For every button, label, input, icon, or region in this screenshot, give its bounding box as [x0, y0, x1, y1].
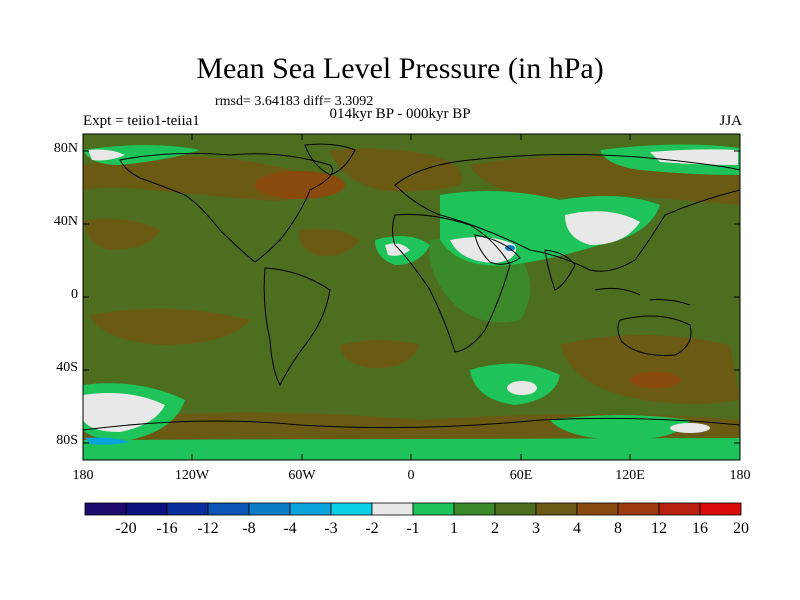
- colorbar-swatch-7: [371, 502, 414, 516]
- lon-tick-180w: 180: [72, 468, 94, 483]
- colorbar-swatch-11: [535, 502, 578, 516]
- lon-tick-180e: 180: [729, 468, 751, 483]
- colorbar-swatch-3: [207, 502, 250, 516]
- lon-tick-60e: 60E: [509, 468, 533, 483]
- lon-tick-0: 0: [407, 468, 415, 483]
- region-brown-indian-ocean: [560, 335, 740, 404]
- coastline-eurasia: [394, 153, 740, 272]
- experiment-label: Expt = teiio1-teiia1: [83, 113, 200, 129]
- coastline-arabia: [474, 234, 521, 265]
- colorbar-label-10: 3: [532, 520, 540, 537]
- map-title: Mean Sea Level Pressure (in hPa): [196, 52, 604, 85]
- colorbar-swatch-12: [576, 502, 619, 516]
- colorbar-label-14: 16: [692, 520, 708, 537]
- region-brown-south-atlantic: [340, 340, 420, 369]
- region-brown-tropical-atlantic: [299, 228, 360, 256]
- region-brown-south-pacific: [90, 308, 250, 345]
- colorbar-swatch-0: [84, 502, 127, 516]
- region-green-ross-sea: [550, 415, 690, 440]
- colorbar-swatch-1: [125, 502, 168, 516]
- colorbar-swatch-14: [658, 502, 701, 516]
- colorbar-label-11: 4: [573, 520, 581, 537]
- colorbar-swatch-4: [248, 502, 291, 516]
- colorbar-label-7: -1: [406, 520, 420, 537]
- colorbar-swatch-13: [617, 502, 660, 516]
- colorbar-swatch-15: [699, 502, 742, 516]
- coastlines: [83, 143, 740, 431]
- region-white-greenland: [88, 149, 125, 161]
- region-white-siberia: [650, 149, 738, 165]
- coastline-greenland: [304, 143, 356, 176]
- season-label: JJA: [719, 113, 742, 129]
- lat-tick-40n: 40N: [53, 214, 78, 229]
- lat-tick-80n: 80N: [53, 141, 78, 156]
- colorbar-label-1: -16: [156, 520, 178, 537]
- colorbar-label-4: -4: [283, 520, 297, 537]
- colorbar-label-5: -3: [324, 520, 338, 537]
- colorbar: [84, 502, 742, 516]
- coastline-india: [544, 249, 576, 291]
- region-blue-antarctic-west: [85, 437, 130, 445]
- region-white-middle-east: [450, 236, 516, 263]
- colorbar-label-8: 1: [450, 520, 458, 537]
- region-white-antarctic-east: [670, 423, 710, 433]
- coastline-australia: [617, 315, 692, 356]
- colorbar-label-3: -8: [242, 520, 256, 537]
- colorbar-swatch-9: [453, 502, 496, 516]
- colorbar-label-15: 20: [733, 520, 749, 537]
- colorbar-swatch-8: [412, 502, 455, 516]
- region-white-south-pacific: [83, 392, 165, 432]
- lon-tick-60w: 60W: [288, 468, 316, 483]
- period-label: 014kyr BP - 000kyr BP: [329, 106, 471, 122]
- region-white-central-asia: [565, 211, 640, 245]
- region-red-indian-ocean: [630, 372, 680, 388]
- region-green-antarctic: [83, 438, 740, 460]
- coastline-north-america: [119, 152, 333, 263]
- colorbar-label-2: -12: [197, 520, 219, 537]
- stats-text: rmsd= 3.64183 diff= 3.3092: [215, 94, 374, 109]
- pressure-field: [83, 134, 740, 460]
- coastline-africa: [392, 213, 511, 353]
- coastline-south-america: [263, 267, 331, 387]
- region-green-arctic: [83, 145, 200, 165]
- colorbar-swatch-5: [289, 502, 332, 516]
- lat-tick-80s: 80S: [56, 433, 78, 448]
- colorbar-swatch-2: [166, 502, 209, 516]
- tick-marks: [83, 134, 740, 460]
- colorbar-swatch-10: [494, 502, 537, 516]
- colorbar-label-9: 2: [491, 520, 499, 537]
- lat-tick-40s: 40S: [56, 360, 78, 375]
- colorbar-label-6: -2: [365, 520, 379, 537]
- colorbar-label-12: 8: [614, 520, 622, 537]
- region-brown-north-atlantic: [330, 148, 462, 192]
- colorbar-label-0: -20: [115, 520, 137, 537]
- lon-tick-120w: 120W: [174, 468, 210, 483]
- region-red-north-america: [255, 171, 345, 199]
- coastline-antarctica: [83, 417, 740, 431]
- lat-tick-0: 0: [71, 287, 78, 302]
- region-brown-east-pacific: [85, 218, 160, 250]
- colorbar-label-13: 12: [651, 520, 667, 537]
- colorbar-swatch-6: [330, 502, 373, 516]
- coastline-indonesia: [594, 287, 691, 306]
- lon-tick-120e: 120E: [615, 468, 645, 483]
- region-white-south-atlantic: [507, 381, 537, 395]
- region-white-sahara: [385, 243, 410, 256]
